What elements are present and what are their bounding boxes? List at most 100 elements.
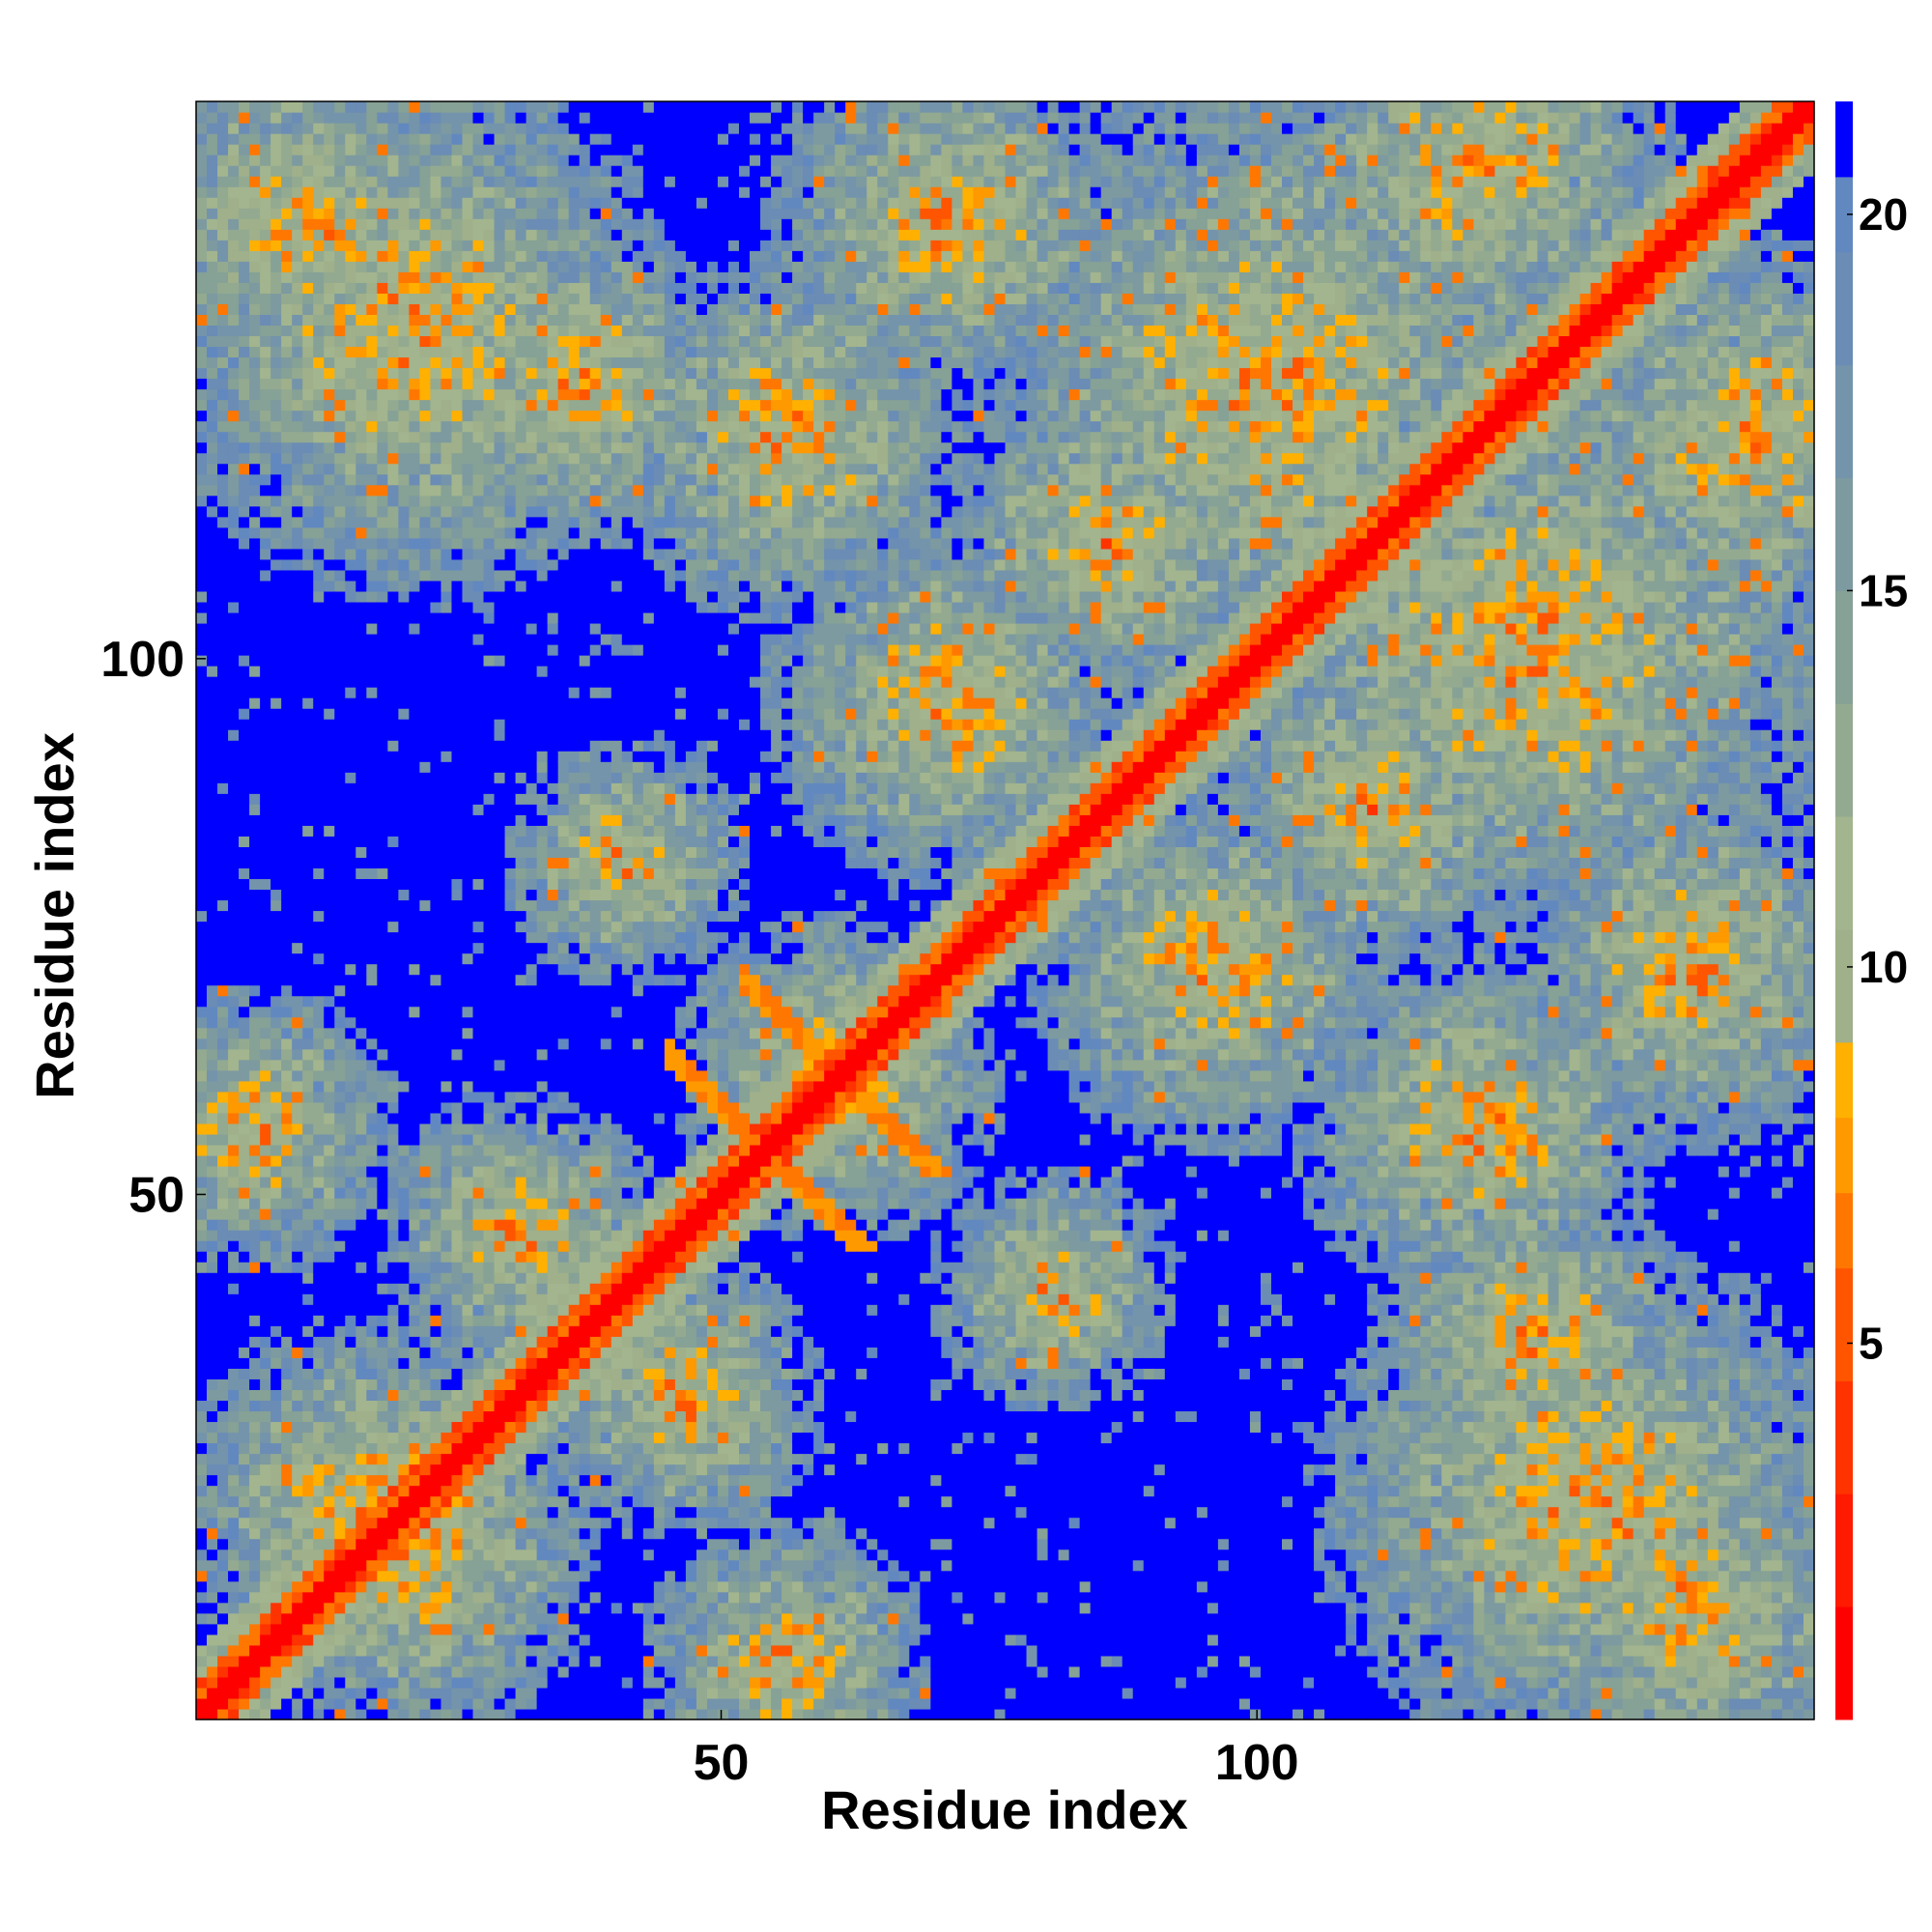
heatmap-cell — [270, 1507, 282, 1519]
heatmap-cell — [355, 1347, 367, 1358]
heatmap-cell — [281, 474, 293, 486]
heatmap-cell — [526, 1496, 538, 1508]
heatmap-cell — [398, 101, 410, 113]
heatmap-cell — [484, 581, 496, 592]
heatmap-cell — [196, 496, 208, 507]
heatmap-cell — [355, 943, 367, 954]
heatmap-cell — [516, 346, 527, 357]
heatmap-cell — [409, 1304, 420, 1316]
heatmap-cell — [270, 570, 282, 582]
heatmap-cell — [270, 421, 282, 433]
heatmap-cell — [505, 985, 517, 997]
heatmap-cell — [526, 197, 538, 209]
heatmap-cell — [462, 442, 473, 454]
heatmap-cell — [207, 1017, 218, 1029]
heatmap-cell — [440, 1177, 452, 1188]
heatmap-cell — [270, 1432, 282, 1443]
heatmap-cell — [398, 1496, 410, 1508]
heatmap-cell — [355, 250, 367, 262]
heatmap-cell — [260, 1357, 271, 1369]
heatmap-cell — [260, 549, 271, 560]
heatmap-cell — [505, 261, 517, 272]
heatmap-cell — [409, 1293, 420, 1305]
heatmap-cell — [292, 1528, 303, 1540]
heatmap-cell — [377, 1049, 388, 1061]
heatmap-cell — [260, 666, 271, 677]
heatmap-cell — [302, 325, 314, 336]
heatmap-cell — [228, 379, 240, 390]
heatmap-cell — [451, 1177, 463, 1188]
heatmap-cell — [345, 356, 356, 368]
heatmap-cell — [484, 687, 496, 698]
heatmap-cell — [313, 165, 325, 177]
heatmap-cell — [302, 464, 314, 475]
heatmap-cell — [451, 1432, 463, 1443]
heatmap-cell — [526, 411, 538, 422]
heatmap-cell — [313, 1698, 325, 1710]
heatmap-cell — [270, 165, 282, 177]
heatmap-cell — [313, 740, 325, 752]
heatmap-cell — [537, 1581, 549, 1593]
heatmap-cell — [495, 1123, 506, 1135]
heatmap-cell — [440, 144, 452, 156]
heatmap-cell — [281, 282, 293, 294]
heatmap-cell — [484, 1709, 496, 1720]
heatmap-cell — [302, 846, 314, 858]
heatmap-cell — [537, 922, 549, 933]
heatmap-cell — [526, 1304, 538, 1316]
heatmap-cell — [313, 123, 325, 134]
heatmap-cell — [281, 1645, 293, 1657]
heatmap-cell — [398, 1677, 410, 1689]
heatmap-cell — [451, 1166, 463, 1178]
heatmap-cell — [292, 985, 303, 997]
heatmap-cell — [249, 538, 261, 550]
heatmap-cell — [430, 1028, 441, 1039]
heatmap-cell — [516, 1442, 527, 1454]
heatmap-cell — [484, 612, 496, 624]
heatmap-cell — [334, 1049, 346, 1061]
heatmap-cell — [292, 782, 303, 794]
heatmap-cell — [398, 1134, 410, 1146]
heatmap-cell — [398, 1389, 410, 1401]
heatmap-cell — [217, 1539, 229, 1550]
heatmap-cell — [451, 772, 463, 783]
heatmap-cell — [419, 1613, 431, 1625]
heatmap-cell — [196, 804, 208, 815]
heatmap-cell — [451, 1709, 463, 1720]
heatmap-cell — [260, 453, 271, 465]
heatmap-cell — [387, 1677, 399, 1689]
heatmap-cell — [345, 144, 356, 156]
heatmap-cell — [526, 1347, 538, 1358]
heatmap-cell — [345, 1698, 356, 1710]
heatmap-cell — [409, 155, 420, 166]
heatmap-cell — [419, 676, 431, 688]
heatmap-cell — [440, 1102, 452, 1114]
heatmap-cell — [217, 1549, 229, 1561]
heatmap-cell — [377, 1624, 388, 1635]
heatmap-cell — [260, 1688, 271, 1699]
heatmap-cell — [440, 1368, 452, 1379]
heatmap-cell — [355, 1549, 367, 1561]
heatmap-cell — [484, 1293, 496, 1305]
heatmap-cell — [409, 1262, 420, 1273]
heatmap-cell — [462, 1496, 473, 1508]
heatmap-cell — [302, 1421, 314, 1433]
heatmap-cell — [526, 1134, 538, 1146]
heatmap-cell — [516, 1325, 527, 1337]
heatmap-cell — [398, 1081, 410, 1093]
heatmap-cell — [377, 782, 388, 794]
heatmap-cell — [366, 591, 378, 603]
heatmap-cell — [270, 825, 282, 837]
heatmap-cell — [462, 485, 473, 497]
heatmap-cell — [526, 1475, 538, 1487]
heatmap-cell — [345, 218, 356, 230]
heatmap-cell — [196, 1166, 208, 1178]
heatmap-cell — [409, 1442, 420, 1454]
heatmap-cell — [537, 1198, 549, 1209]
heatmap-cell — [409, 453, 420, 465]
heatmap-cell — [324, 421, 335, 433]
heatmap-cell — [387, 740, 399, 752]
heatmap-cell — [440, 549, 452, 560]
heatmap-cell — [473, 229, 485, 241]
heatmap-cell — [217, 996, 229, 1008]
